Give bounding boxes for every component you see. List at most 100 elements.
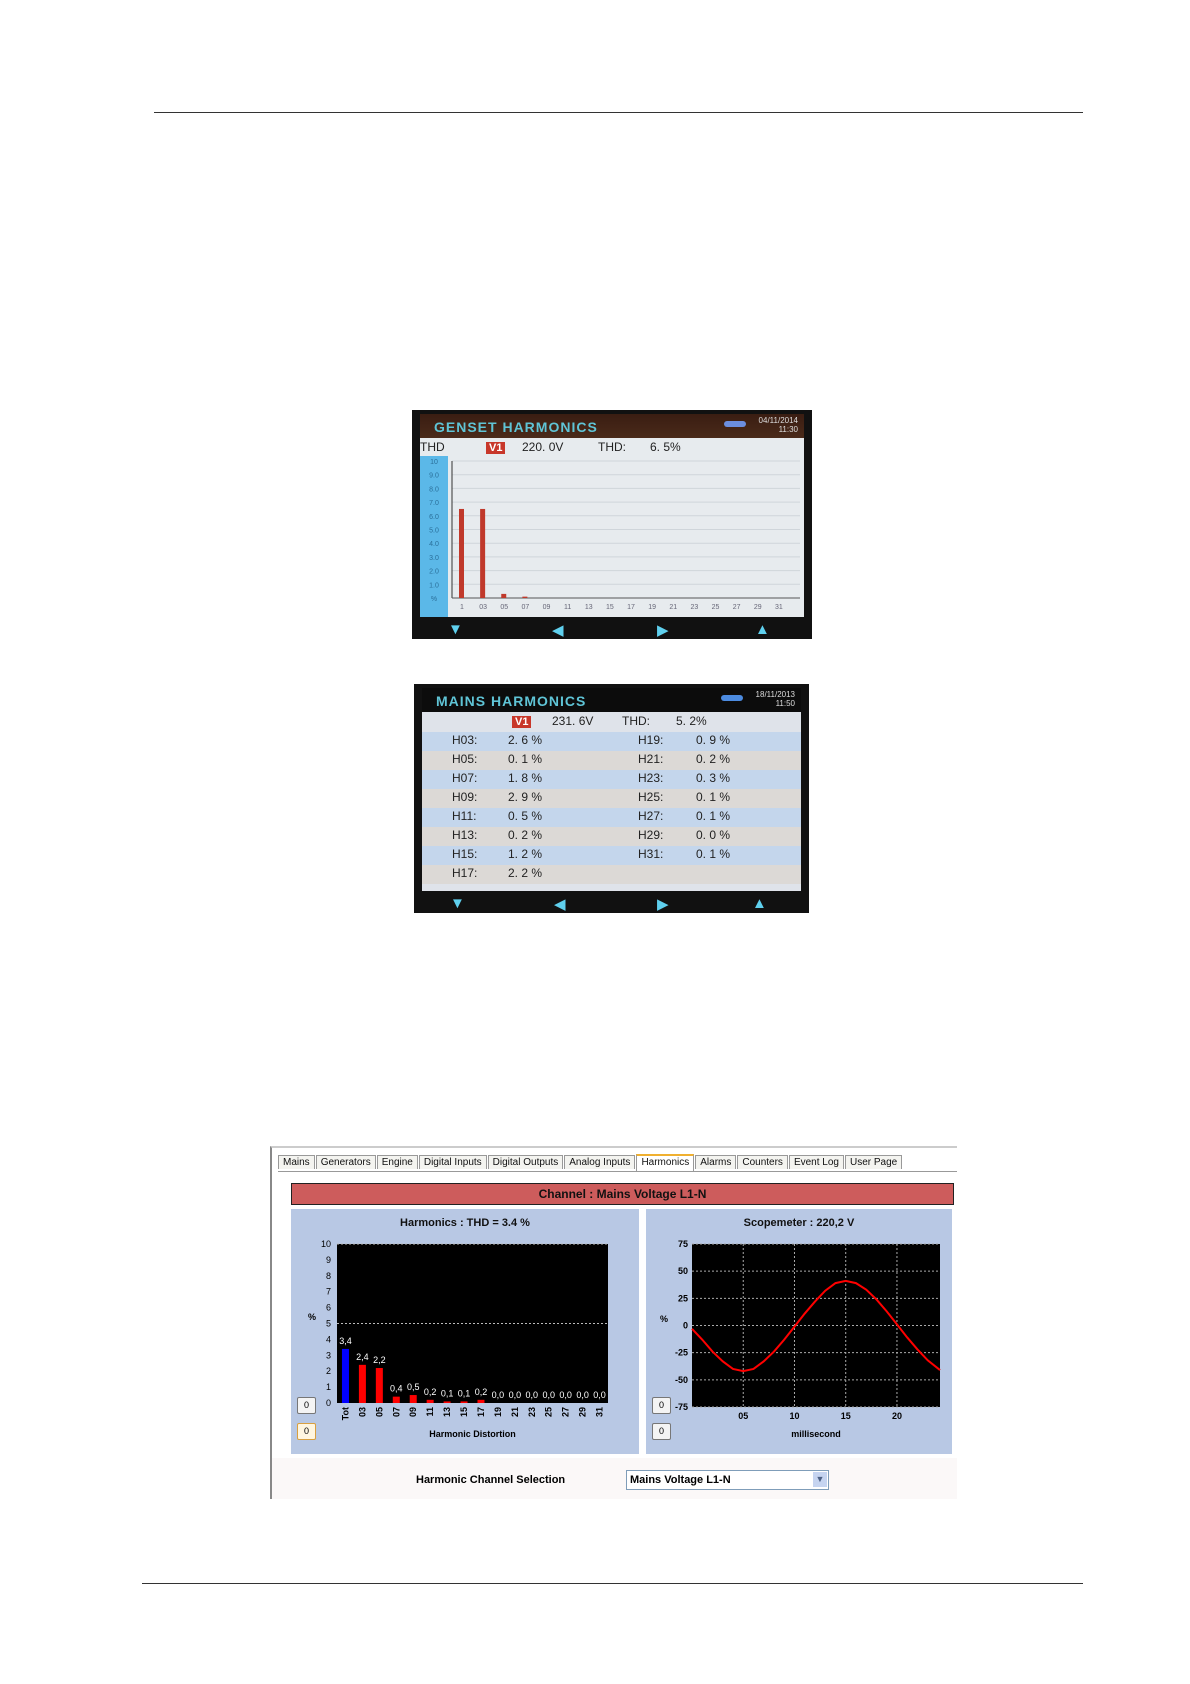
y-axis-strip [420, 456, 448, 617]
x-tick-label: 17 [476, 1407, 486, 1417]
x-tick-label: 05 [500, 604, 508, 611]
y-tick-label: -25 [675, 1348, 688, 1358]
tab-counters[interactable]: Counters [737, 1155, 788, 1169]
y-tick-label: 1.0 [429, 582, 439, 589]
x-tick-label: 19 [493, 1407, 503, 1417]
tab-analog-inputs[interactable]: Analog Inputs [564, 1155, 636, 1169]
x-tick-label: 05 [738, 1411, 748, 1421]
y-tick-label: 4.0 [429, 541, 439, 548]
chevron-down-icon[interactable]: ▼ [813, 1472, 827, 1487]
y-tick-label: -50 [675, 1375, 688, 1385]
x-tick-label: 15 [606, 604, 614, 611]
x-tick-label: 13 [585, 604, 593, 611]
x-axis-label: millisecond [791, 1429, 841, 1439]
right-arrow-icon[interactable]: ▶ [657, 896, 669, 913]
x-tick-label: 10 [789, 1411, 799, 1421]
up-arrow-icon[interactable]: ▲ [752, 895, 767, 912]
y-tick-label: 9 [326, 1255, 331, 1265]
data-label: 2,2 [373, 1355, 386, 1365]
y-tick-label: 4 [326, 1334, 331, 1344]
footer-rule [142, 1583, 1083, 1584]
x-tick-label: 31 [775, 604, 783, 611]
tab-event-log[interactable]: Event Log [788, 1155, 844, 1169]
harmonic-bar [358, 1364, 366, 1403]
screen-nav: ▼ ◀ ▶ ▲ [412, 617, 812, 639]
left-arrow-icon[interactable]: ◀ [554, 896, 566, 913]
channel-select[interactable]: Mains Voltage L1-N ▼ [626, 1470, 829, 1490]
genset-harmonics-chart: 10 9.0 8.0 7.0 6.0 5.0 4.0 3.0 2.0 1.0% 1 03 05 07 09 1… [420, 456, 800, 617]
right-arrow-icon[interactable]: ▶ [657, 622, 669, 639]
x-tick-label: 23 [527, 1407, 537, 1417]
data-label: 0,0 [526, 1390, 539, 1400]
x-tick-label: 15 [841, 1411, 851, 1421]
date: 04/11/2014 [758, 416, 798, 425]
tab-engine[interactable]: Engine [376, 1155, 418, 1169]
thd-value: 6. 5% [650, 440, 681, 454]
zoom-button[interactable]: 0 [297, 1397, 316, 1414]
x-tick-label: 09 [408, 1407, 418, 1417]
y-tick-label: 5 [326, 1319, 331, 1329]
down-arrow-icon[interactable]: ▼ [450, 895, 465, 912]
y-tick-label: 2.0 [429, 569, 439, 576]
harmonics-panel: Harmonics : THD = 3.4 % 0 1 2 3 4 5 6 7 8 9 10% 3,4… [291, 1209, 639, 1454]
screen-header: GENSET HARMONICS 04/11/2014 11:30 [420, 414, 804, 438]
harmonic-order: H11: [452, 809, 477, 823]
harmonic-bar [375, 1368, 383, 1403]
mains-harmonics-screen: MAINS HARMONICS 18/11/2013 11:50 V1 231. … [414, 684, 809, 913]
table-row-band [422, 732, 801, 751]
harmonic-value: 1. 8 % [508, 771, 543, 785]
zoom-button[interactable]: 0 [652, 1397, 671, 1414]
down-arrow-icon[interactable]: ▼ [448, 621, 463, 638]
tab-mains[interactable]: Mains [278, 1155, 315, 1169]
harmonic-order: H25: [638, 790, 664, 804]
y-tick-label: 0 [326, 1398, 331, 1408]
tab-alarms[interactable]: Alarms [695, 1155, 737, 1169]
screen-nav: ▼ ◀ ▶ ▲ [414, 891, 809, 913]
reset-button[interactable]: 0 [297, 1423, 316, 1440]
harmonic-order: H21: [638, 752, 664, 766]
x-tick-label: 31 [595, 1407, 605, 1417]
harmonic-value: 0. 1 % [696, 790, 731, 804]
data-label: 2,4 [356, 1352, 369, 1362]
screen-datetime: 04/11/2014 11:30 [759, 416, 798, 434]
harmonic-value: 2. 2 % [508, 866, 543, 880]
y-tick-label: 25 [678, 1293, 688, 1303]
selection-area: Harmonic Channel Selection Mains Voltage… [272, 1458, 957, 1499]
y-tick-label: -75 [675, 1402, 688, 1412]
tab-digital-outputs[interactable]: Digital Outputs [487, 1155, 564, 1169]
tab-generators[interactable]: Generators [315, 1155, 376, 1169]
x-tick-label: 07 [521, 604, 529, 611]
tab-user-page[interactable]: User Page [844, 1155, 903, 1169]
y-tick-label: 50 [678, 1266, 688, 1276]
harmonics-bar-chart: 012345678910%3,4Tot2,4032,2050,4070,5090… [308, 1239, 608, 1439]
y-tick-label: 6 [326, 1303, 331, 1313]
x-tick-label: 29 [578, 1407, 588, 1417]
reset-button[interactable]: 0 [652, 1423, 671, 1440]
harmonic-order: H17: [452, 866, 478, 880]
tab-harmonics[interactable]: Harmonics [636, 1154, 695, 1171]
harmonic-value: 0. 2 % [696, 752, 731, 766]
left-arrow-icon[interactable]: ◀ [552, 622, 564, 639]
harmonic-bar [460, 1401, 468, 1403]
screen-title: MAINS HARMONICS [436, 693, 587, 709]
time: 11:50 [775, 699, 795, 708]
thd-value: 5. 2% [676, 714, 707, 728]
x-tick-label: Tot [340, 1407, 350, 1420]
channel-badge: V1 [512, 716, 532, 728]
x-axis-label: Harmonic Distortion [429, 1429, 516, 1439]
harmonic-order: H23: [638, 771, 664, 785]
tab-digital-inputs[interactable]: Digital Inputs [418, 1155, 487, 1169]
y-axis-label: % [308, 1312, 316, 1322]
x-tick-label: 25 [544, 1407, 554, 1417]
x-tick-label: 19 [648, 604, 656, 611]
up-arrow-icon[interactable]: ▲ [755, 621, 770, 638]
harmonic-value: 0. 0 % [696, 828, 731, 842]
data-label: 0,5 [407, 1382, 420, 1392]
harmonic-bar [426, 1399, 434, 1403]
harmonics-chart-title: Harmonics : THD = 3.4 % [400, 1217, 530, 1229]
table-row-band [422, 789, 801, 808]
harmonic-bar [459, 508, 464, 598]
y-axis-label: % [660, 1314, 668, 1324]
x-tick-label: 21 [669, 604, 677, 611]
channel-badge: V1 [486, 442, 506, 454]
